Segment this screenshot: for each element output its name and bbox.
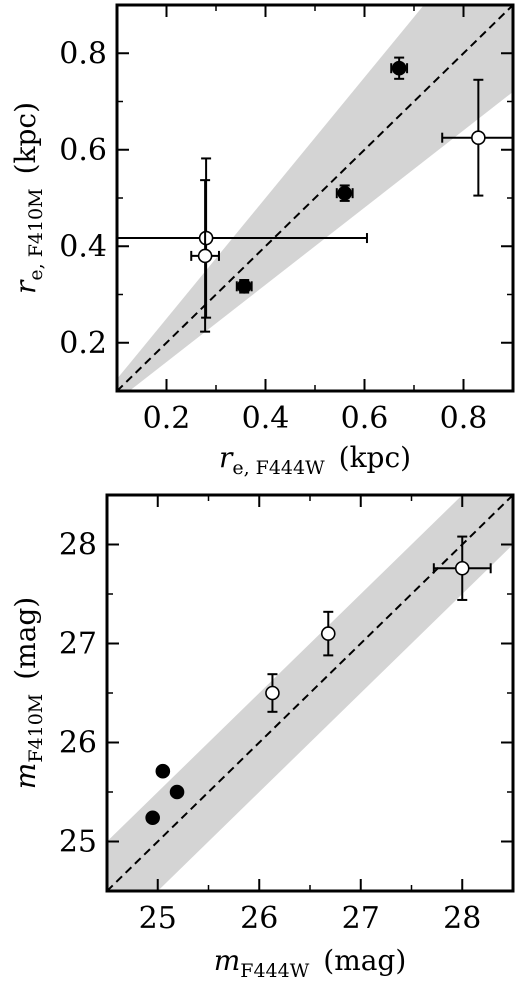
data-point-open	[320, 610, 336, 657]
data-point-filled	[145, 810, 160, 826]
x-tick-label: 28	[443, 901, 481, 936]
one-to-one-line	[107, 495, 513, 891]
data-point-open	[432, 535, 492, 601]
panel-magnitude: 25 26 27 28 25 26 27 28 mF444W (mag) mF410M(mag)	[9, 493, 515, 982]
data-point-filled	[155, 763, 171, 779]
y-tick-label: 0.4	[59, 229, 107, 264]
data-point-filled	[235, 278, 253, 294]
x-tick-label: 25	[139, 901, 177, 936]
data-points	[117, 56, 513, 333]
x-tick-label: 0.4	[242, 401, 290, 436]
data-point-open	[190, 179, 220, 333]
y-axis-label: mF410M(mag)	[9, 597, 47, 789]
marker-filled	[169, 784, 185, 800]
x-tick-label: 0.2	[143, 401, 191, 436]
y-axis-label: re, F410M(kpc)	[9, 102, 47, 294]
x-tick-label: 0.6	[341, 401, 389, 436]
x-axis-label: mF444W (mag)	[214, 944, 407, 982]
marker-open	[265, 685, 280, 701]
one-to-one-line	[117, 5, 513, 391]
scatter-band	[107, 495, 513, 891]
tick-labels: 25 26 27 28 25 26 27 28	[59, 528, 482, 937]
marker-filled	[236, 278, 252, 294]
x-tick-label: 26	[240, 901, 278, 936]
panel-radius: 0.2 0.4 0.6 0.80.20.40.60.8 re, F444W (kpc) …	[9, 3, 515, 479]
x-tick-label: 27	[342, 901, 380, 936]
y-tick-label: 0.2	[59, 326, 107, 361]
marker-open	[471, 130, 486, 145]
data-point-filled	[335, 184, 354, 202]
data-point-open	[265, 673, 280, 713]
ticks	[107, 494, 514, 891]
data-point-open	[441, 78, 513, 197]
y-tick-label: 0.6	[59, 133, 107, 168]
x-tick-label: 0.8	[440, 401, 488, 436]
y-tick-label: 27	[59, 627, 97, 662]
marker-open	[197, 248, 213, 264]
tick-labels: 0.2 0.4 0.6 0.8 0.2 0.4 0.6 0.8	[59, 36, 487, 436]
marker-open	[320, 626, 336, 641]
marker-filled	[391, 60, 407, 76]
data-points	[145, 535, 492, 826]
x-axis-label: re, F444W (kpc)	[219, 441, 411, 479]
scatter-band	[117, 5, 513, 391]
marker-filled	[145, 810, 160, 826]
y-tick-label: 0.8	[59, 36, 107, 71]
y-tick-label: 26	[59, 726, 97, 761]
ticks	[117, 4, 514, 391]
data-point-filled	[390, 56, 409, 80]
data-point-filled	[169, 784, 185, 800]
y-tick-label: 25	[59, 825, 97, 860]
marker-filled	[155, 763, 171, 779]
marker-open	[454, 560, 470, 576]
y-tick-label: 28	[59, 528, 97, 563]
marker-filled	[337, 185, 353, 201]
